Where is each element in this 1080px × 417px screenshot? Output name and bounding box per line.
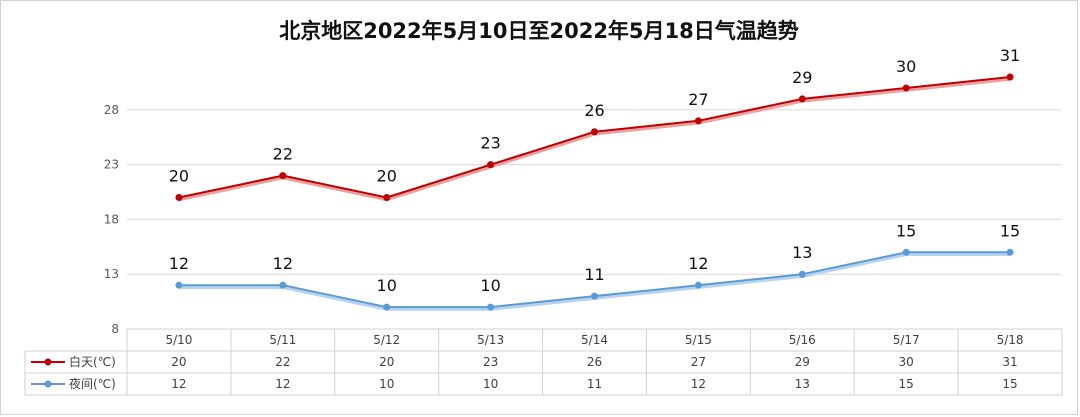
data-label: 23 — [480, 134, 500, 153]
x-tick-label: 5/11 — [269, 333, 296, 347]
table-cell: 15 — [899, 377, 914, 391]
legend-marker — [44, 358, 52, 366]
y-tick-label: 23 — [104, 158, 119, 172]
data-point — [383, 303, 391, 311]
x-tick-label: 5/17 — [893, 333, 920, 347]
data-point — [487, 161, 495, 169]
data-point — [694, 281, 702, 289]
data-point — [798, 95, 806, 103]
x-tick-label: 5/10 — [165, 333, 192, 347]
table-cell: 20 — [171, 355, 186, 369]
data-label: 12 — [169, 254, 189, 273]
table-cell: 11 — [587, 377, 602, 391]
table-cell: 10 — [379, 377, 394, 391]
data-label: 13 — [792, 243, 812, 262]
data-point — [694, 117, 702, 125]
legend-marker — [44, 380, 52, 388]
x-tick-label: 5/12 — [373, 333, 400, 347]
data-point — [902, 248, 910, 256]
data-point — [1006, 73, 1014, 81]
y-tick-label: 13 — [104, 267, 119, 281]
x-tick-label: 5/16 — [789, 333, 816, 347]
data-label: 20 — [169, 167, 189, 186]
table-cell: 23 — [483, 355, 498, 369]
data-label: 26 — [584, 101, 604, 120]
data-point — [487, 303, 495, 311]
data-point — [175, 194, 183, 202]
x-tick-label: 5/15 — [685, 333, 712, 347]
table-cell: 30 — [899, 355, 914, 369]
data-point — [383, 194, 391, 202]
data-point — [279, 281, 287, 289]
table-cell: 31 — [1002, 355, 1017, 369]
table-cell: 15 — [1002, 377, 1017, 391]
data-label: 22 — [273, 145, 293, 164]
table-cell: 12 — [691, 377, 706, 391]
data-label: 11 — [584, 265, 604, 284]
table-cell: 20 — [379, 355, 394, 369]
y-tick-label: 8 — [111, 322, 119, 336]
data-label: 27 — [688, 90, 708, 109]
y-tick-label: 18 — [104, 212, 119, 226]
data-label: 12 — [273, 254, 293, 273]
table-cell: 10 — [483, 377, 498, 391]
data-label: 20 — [377, 167, 397, 186]
data-label: 29 — [792, 68, 812, 87]
table-cell: 22 — [275, 355, 290, 369]
table-cell: 12 — [171, 377, 186, 391]
data-point — [591, 292, 598, 300]
data-label: 15 — [1000, 221, 1020, 240]
table-cell: 29 — [795, 355, 810, 369]
data-label: 31 — [1000, 46, 1020, 65]
data-point — [1006, 248, 1014, 256]
data-point — [591, 128, 598, 136]
table-cell: 26 — [587, 355, 602, 369]
y-tick-label: 28 — [104, 103, 119, 117]
x-tick-label: 5/18 — [997, 333, 1024, 347]
data-label: 12 — [688, 254, 708, 273]
data-label: 10 — [480, 276, 500, 295]
table-cell: 27 — [691, 355, 706, 369]
data-label: 30 — [896, 57, 916, 76]
series-line — [178, 76, 1011, 199]
table-cell: 13 — [795, 377, 810, 391]
legend-label: 白天(℃) — [69, 354, 116, 369]
data-point — [902, 84, 910, 92]
data-label: 10 — [377, 276, 397, 295]
table-cell: 12 — [275, 377, 290, 391]
legend-label: 夜间(℃) — [69, 376, 116, 391]
x-tick-label: 5/14 — [581, 333, 608, 347]
chart-title: 北京地区2022年5月10日至2022年5月18日气温趋势 — [279, 19, 799, 43]
data-point — [798, 270, 806, 278]
x-tick-label: 5/13 — [477, 333, 504, 347]
data-label: 15 — [896, 221, 916, 240]
data-point — [175, 281, 183, 289]
data-point — [279, 172, 287, 180]
